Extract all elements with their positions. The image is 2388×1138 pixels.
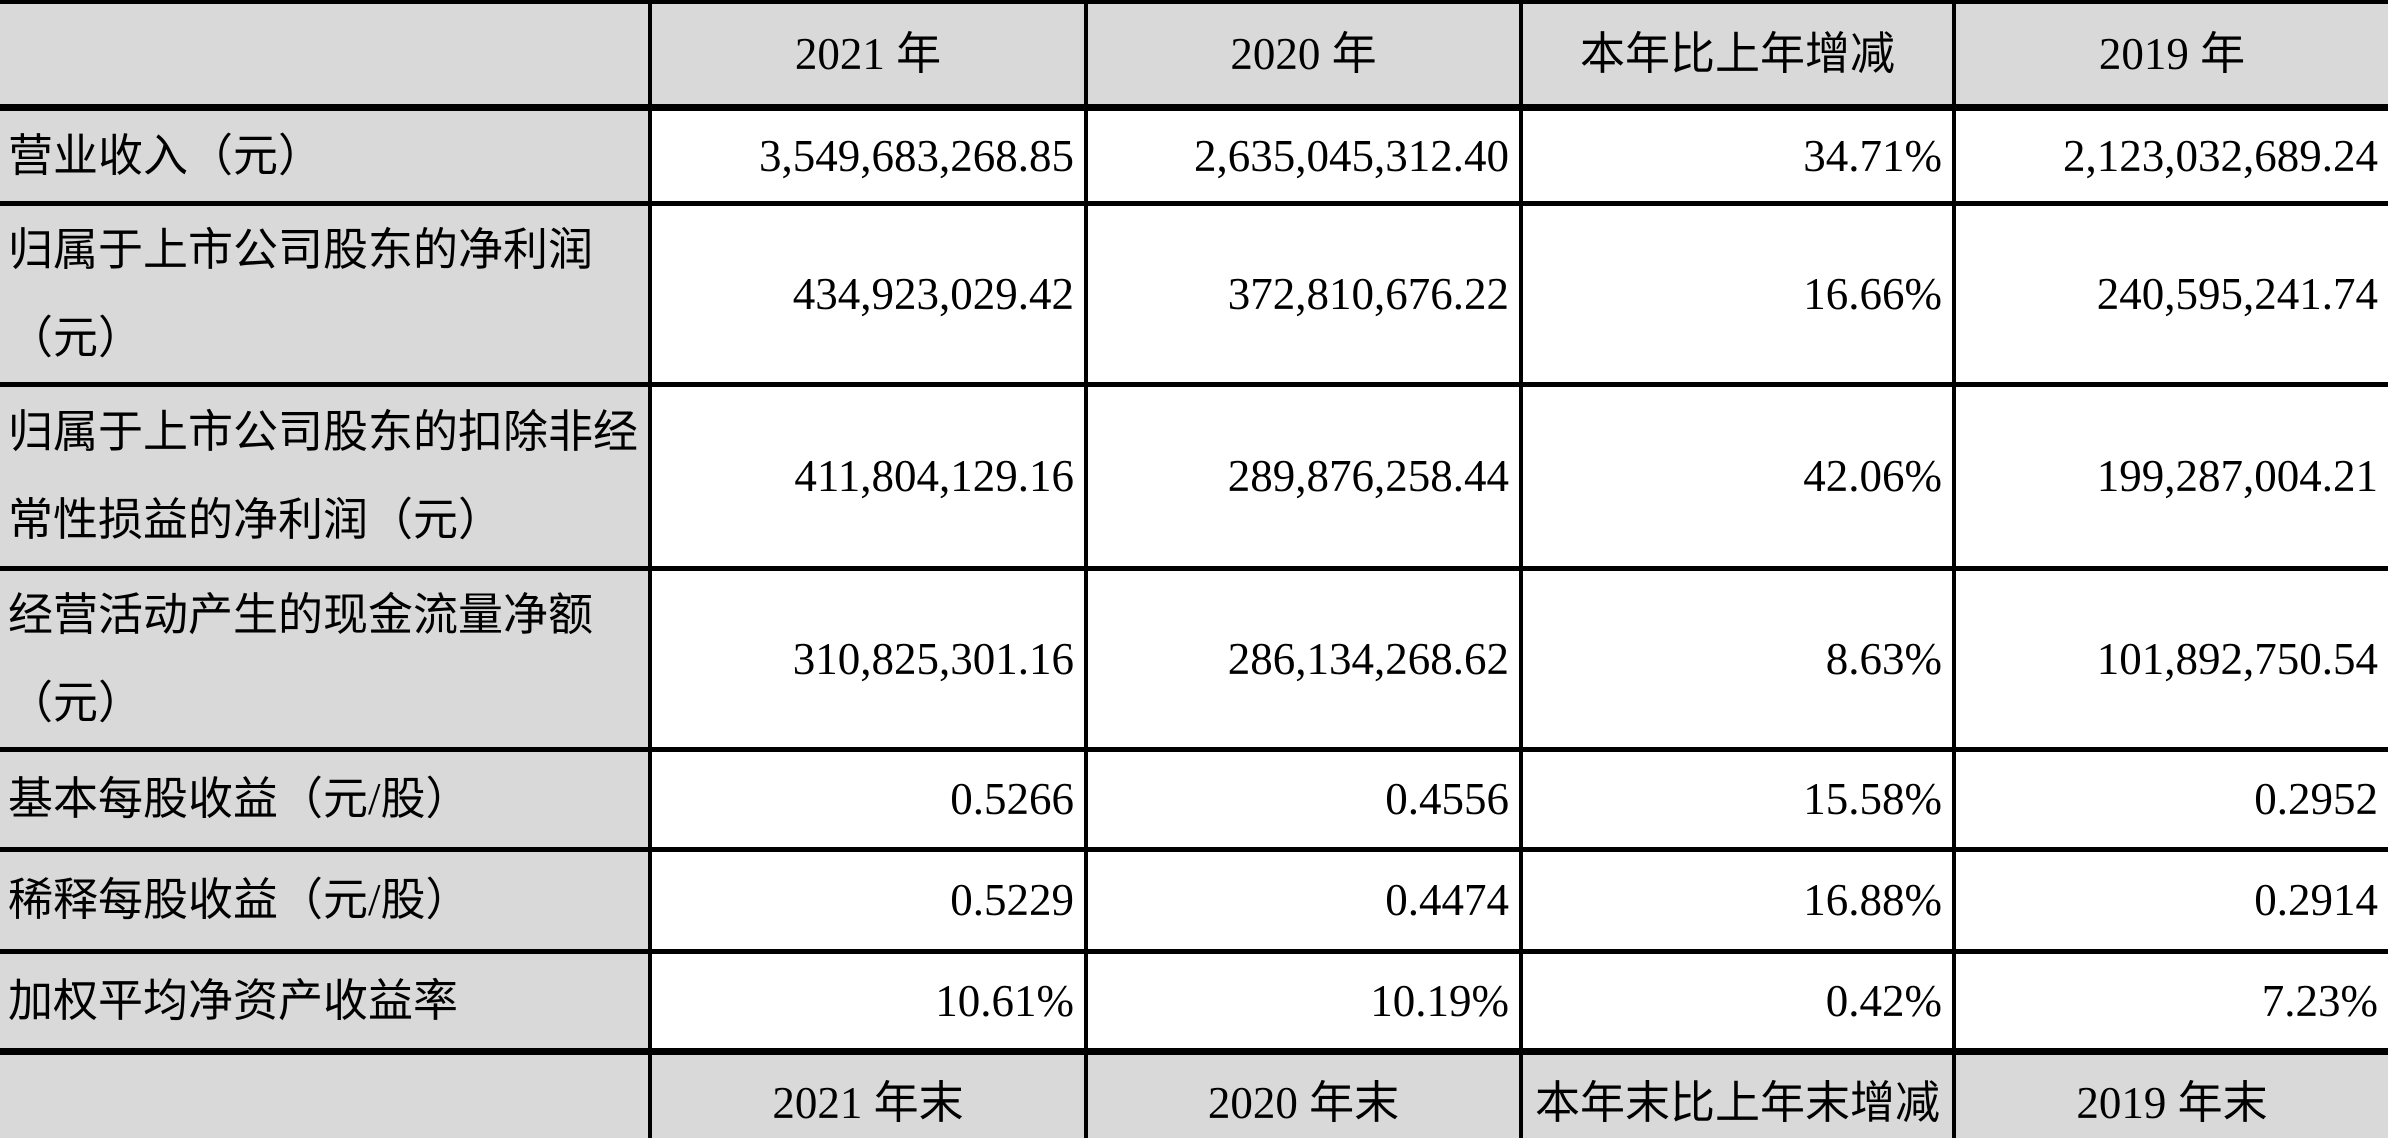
cell-change: 0.42%: [1519, 948, 1956, 1054]
table-row-weighted-avg-roe: 加权平均净资产收益率 10.61% 10.19% 0.42% 7.23%: [0, 948, 2388, 1054]
cell-2019: 240,595,241.74: [1952, 200, 2388, 387]
col-header-2019: 2019 年: [1952, 1, 2388, 111]
row-label: 归属于上市公司股东的扣除非经常性损益的净利润（元）: [0, 381, 652, 571]
cell-2019: 0.2952: [1952, 746, 2388, 852]
col-header-blank: [0, 1, 652, 111]
footer-header-2021-end: 2021 年末: [648, 1047, 1088, 1138]
cell-2019: 2,123,032,689.24: [1952, 104, 2388, 206]
header-row-year-end: 2021 年末 2020 年末 本年末比上年末增减 2019 年末: [0, 1047, 2388, 1138]
cell-2020: 10.19%: [1084, 948, 1523, 1054]
cell-change: 8.63%: [1519, 565, 1956, 752]
cell-2021: 3,549,683,268.85: [648, 104, 1088, 206]
cell-2021: 434,923,029.42: [648, 200, 1088, 387]
cell-change: 15.58%: [1519, 746, 1956, 852]
cell-2019: 0.2914: [1952, 846, 2388, 954]
table-row-net-profit-excl-nonrecurring: 归属于上市公司股东的扣除非经常性损益的净利润（元） 411,804,129.16…: [0, 381, 2388, 571]
cell-2021: 411,804,129.16: [648, 381, 1088, 571]
col-header-2020: 2020 年: [1084, 1, 1523, 111]
cell-change: 34.71%: [1519, 104, 1956, 206]
cell-change: 16.66%: [1519, 200, 1956, 387]
cell-2021: 10.61%: [648, 948, 1088, 1054]
cell-2020: 0.4474: [1084, 846, 1523, 954]
cell-change: 42.06%: [1519, 381, 1956, 571]
table-row-operating-cash-flow: 经营活动产生的现金流量净额（元） 310,825,301.16 286,134,…: [0, 565, 2388, 752]
row-label: 稀释每股收益（元/股）: [0, 846, 652, 954]
header-row-annual: 2021 年 2020 年 本年比上年增减 2019 年: [0, 1, 2388, 111]
cell-2020: 2,635,045,312.40: [1084, 104, 1523, 206]
cell-2020: 0.4556: [1084, 746, 1523, 852]
row-label: 归属于上市公司股东的净利润（元）: [0, 200, 652, 387]
row-label: 营业收入（元）: [0, 104, 652, 206]
table-row-operating-revenue: 营业收入（元） 3,549,683,268.85 2,635,045,312.4…: [0, 104, 2388, 206]
cell-2019: 101,892,750.54: [1952, 565, 2388, 752]
cell-2021: 310,825,301.16: [648, 565, 1088, 752]
table-row-basic-eps: 基本每股收益（元/股） 0.5266 0.4556 15.58% 0.2952: [0, 746, 2388, 852]
cell-2020: 372,810,676.22: [1084, 200, 1523, 387]
col-header-change: 本年比上年增减: [1519, 1, 1956, 111]
table-row-net-profit: 归属于上市公司股东的净利润（元） 434,923,029.42 372,810,…: [0, 200, 2388, 387]
col-header-2021: 2021 年: [648, 1, 1088, 111]
footer-header-2019-end: 2019 年末: [1952, 1047, 2388, 1138]
footer-header-change-end: 本年末比上年末增减: [1519, 1047, 1956, 1138]
table-row-diluted-eps: 稀释每股收益（元/股） 0.5229 0.4474 16.88% 0.2914: [0, 846, 2388, 954]
cell-2021: 0.5229: [648, 846, 1088, 954]
row-label: 加权平均净资产收益率: [0, 948, 652, 1054]
row-label: 基本每股收益（元/股）: [0, 746, 652, 852]
cell-2020: 289,876,258.44: [1084, 381, 1523, 571]
footer-header-blank: [0, 1047, 652, 1138]
cell-2020: 286,134,268.62: [1084, 565, 1523, 752]
cell-change: 16.88%: [1519, 846, 1956, 954]
cell-2019: 199,287,004.21: [1952, 381, 2388, 571]
cell-2021: 0.5266: [648, 746, 1088, 852]
cell-2019: 7.23%: [1952, 948, 2388, 1054]
row-label: 经营活动产生的现金流量净额（元）: [0, 565, 652, 752]
footer-header-2020-end: 2020 年末: [1084, 1047, 1523, 1138]
